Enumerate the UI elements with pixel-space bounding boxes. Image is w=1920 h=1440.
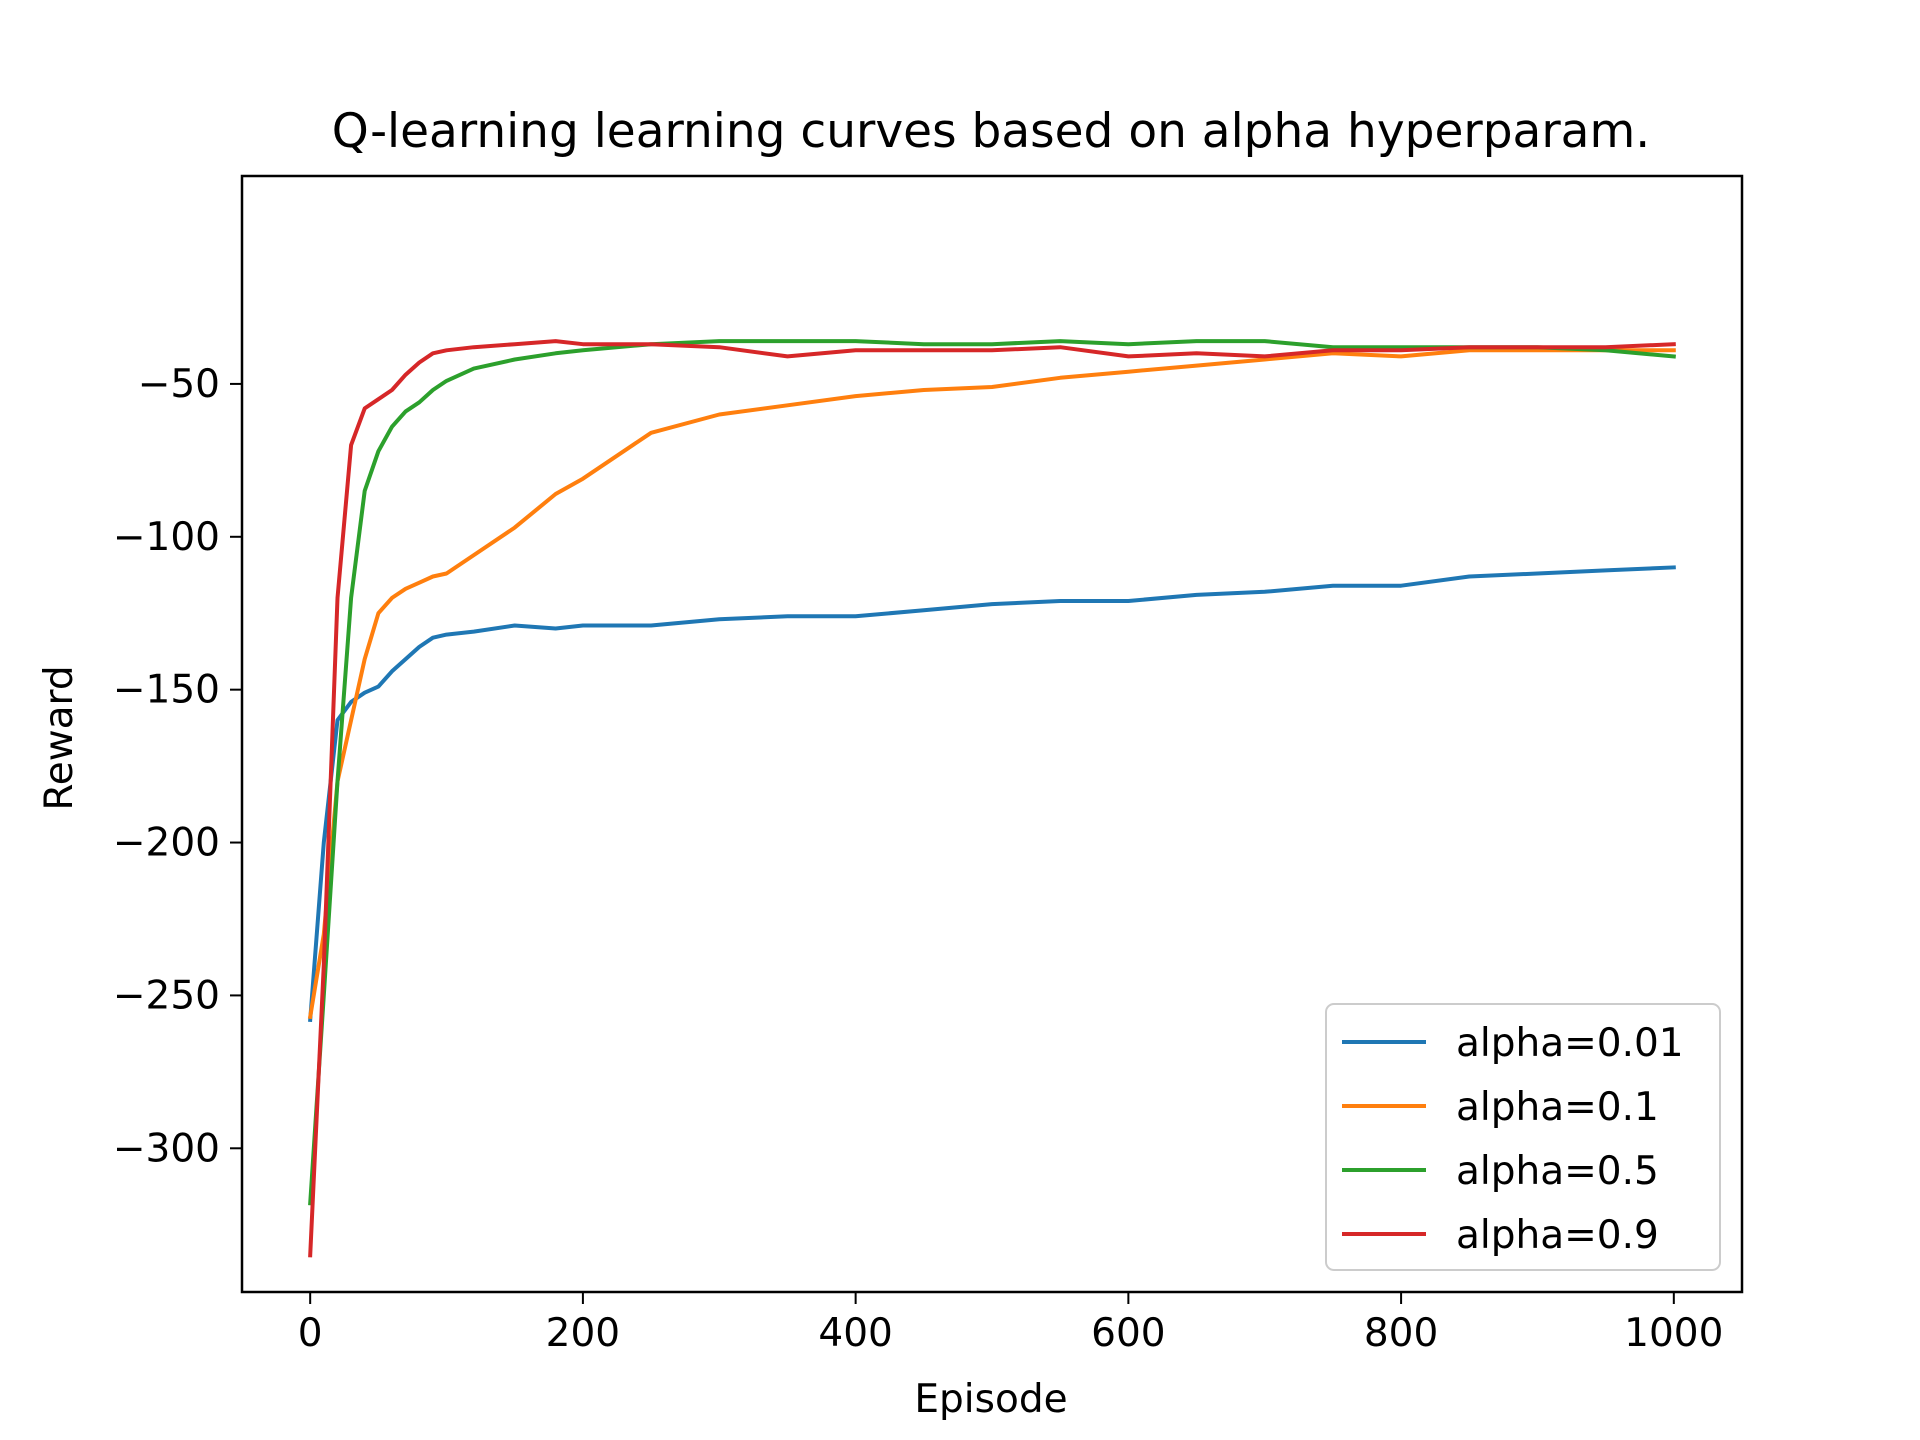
legend-label-0: alpha=0.01 xyxy=(1456,1021,1684,1066)
x-tick-label: 800 xyxy=(1364,1311,1438,1356)
y-tick-label: −100 xyxy=(113,515,220,560)
legend-label-2: alpha=0.5 xyxy=(1456,1149,1659,1194)
x-tick-label: 0 xyxy=(298,1311,323,1356)
legend-items: alpha=0.01 alpha=0.1 alpha=0.5 alpha=0.9 xyxy=(1342,1021,1684,1258)
y-axis: −50 −100 −150 −200 −250 −300 xyxy=(113,362,242,1171)
x-axis-label: Episode xyxy=(914,1377,1067,1422)
y-tick-label: −150 xyxy=(113,668,220,713)
y-tick-label: −250 xyxy=(113,973,220,1018)
series-line-0 xyxy=(308,565,1676,1023)
y-axis-label: Reward xyxy=(37,665,82,810)
legend-label-1: alpha=0.1 xyxy=(1456,1085,1659,1130)
x-tick-label: 600 xyxy=(1091,1311,1165,1356)
series-layer xyxy=(307,339,1676,1258)
x-tick-label: 400 xyxy=(818,1311,892,1356)
legend-label-3: alpha=0.9 xyxy=(1456,1213,1659,1258)
series-line-1 xyxy=(307,348,1676,1020)
legend-box xyxy=(1325,1003,1721,1271)
chart-title: Q-learning learning curves based on alph… xyxy=(332,104,1650,159)
y-tick-label: −200 xyxy=(113,821,220,866)
plot-frame xyxy=(240,174,1744,1294)
legend: alpha=0.01 alpha=0.1 alpha=0.5 alpha=0.9 xyxy=(1325,1003,1721,1271)
x-tick-label: 1000 xyxy=(1624,1311,1723,1356)
y-tick-label: −300 xyxy=(113,1126,220,1171)
series-line-3 xyxy=(308,339,1676,1258)
y-tick-label: −50 xyxy=(138,362,220,407)
x-axis: 0 200 400 600 800 1000 xyxy=(298,1292,1723,1356)
x-tick-label: 200 xyxy=(546,1311,620,1356)
